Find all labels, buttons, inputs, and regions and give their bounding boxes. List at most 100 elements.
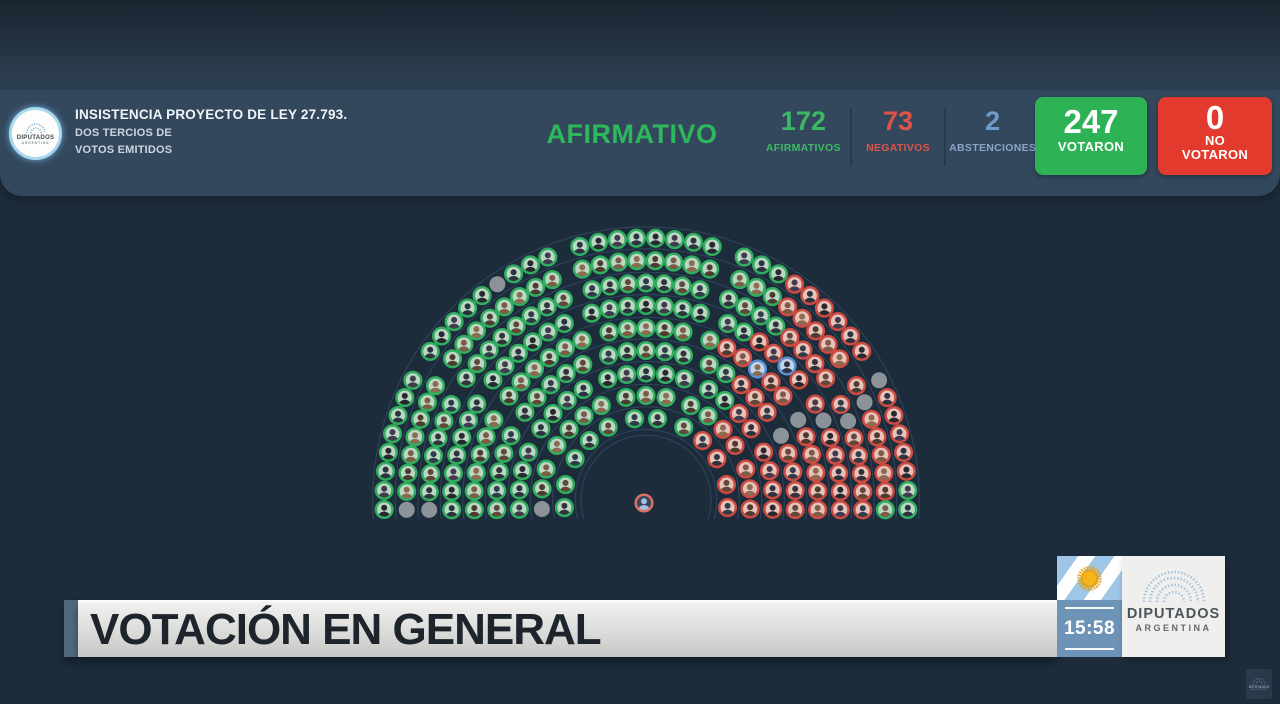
seat-negativo <box>889 424 910 444</box>
seat-afirmativo <box>673 322 693 342</box>
seat-afirmativo <box>419 482 439 502</box>
seat-afirmativo <box>442 481 462 502</box>
title-block: INSISTENCIA PROYECTO DE LEY 27.793. DOS … <box>75 107 495 156</box>
seat-afirmativo <box>715 390 735 410</box>
seat-afirmativo <box>636 295 656 316</box>
seat-afirmativo <box>559 419 579 439</box>
seat-afirmativo <box>382 424 403 444</box>
seat-afirmativo <box>447 445 467 465</box>
seat-ausente <box>398 501 415 518</box>
seat-afirmativo <box>654 274 674 294</box>
seat-afirmativo <box>702 236 722 257</box>
hemicycle-emblem-icon <box>1142 570 1205 603</box>
seat-negativo <box>785 274 805 294</box>
seat-afirmativo <box>647 409 668 429</box>
seat-ausente <box>421 501 438 518</box>
seat-negativo <box>741 419 761 439</box>
clock-box: 15:58 <box>1057 600 1122 657</box>
seat-negativo <box>852 341 872 361</box>
seat-afirmativo <box>494 443 514 463</box>
seat-afirmativo <box>599 299 620 319</box>
no-votaron-box: 0 NO VOTARON <box>1158 97 1272 175</box>
seat-afirmativo <box>492 327 512 348</box>
seat-negativo <box>718 498 738 518</box>
seat-afirmativo <box>573 379 593 400</box>
afirmativos-count: 172 <box>780 106 826 136</box>
logo-line1: DIPUTADOS <box>16 134 55 141</box>
seat-afirmativo <box>536 459 556 479</box>
seat-afirmativo <box>700 330 720 350</box>
seat-afirmativo <box>599 322 619 342</box>
seat-afirmativo <box>466 463 486 483</box>
seat-negativo <box>846 376 867 396</box>
seat-negativo <box>802 444 822 464</box>
seat-afirmativo <box>672 276 692 296</box>
seat-afirmativo <box>681 396 701 416</box>
seat-afirmativo <box>480 308 500 328</box>
seat-afirmativo <box>524 359 545 379</box>
seat-afirmativo <box>718 313 738 334</box>
seat-afirmativo <box>510 287 530 307</box>
seat-afirmativo <box>405 427 425 447</box>
seat-afirmativo <box>875 500 895 520</box>
seat-negativo <box>871 445 891 465</box>
negativos-count: 73 <box>882 106 914 136</box>
seat-afirmativo <box>458 410 479 431</box>
seat-negativo <box>736 459 756 479</box>
seat-afirmativo <box>898 499 918 520</box>
seat-afirmativo <box>752 255 772 275</box>
seat-ausente <box>773 427 789 444</box>
seat-afirmativo <box>588 232 609 252</box>
seat-afirmativo <box>636 340 656 361</box>
seat-afirmativo <box>494 297 514 317</box>
seat-afirmativo <box>636 385 656 406</box>
seat-afirmativo <box>654 296 674 316</box>
seat-afirmativo <box>487 500 507 520</box>
seat-negativo <box>789 370 809 390</box>
seat-negativo <box>831 394 851 415</box>
seat-afirmativo <box>766 316 786 336</box>
seat-negativo <box>874 463 894 483</box>
seat-negativo <box>749 332 769 352</box>
seat-negativo <box>806 321 826 341</box>
seat-ausente <box>840 413 857 430</box>
seat-afirmativo <box>425 376 446 396</box>
seat-afirmativo <box>672 299 693 319</box>
seat-afirmativo <box>590 255 610 275</box>
seat-afirmativo <box>512 461 532 481</box>
seat-afirmativo <box>655 342 675 362</box>
seat-negativo <box>731 375 751 395</box>
seat-afirmativo <box>608 252 628 272</box>
divider <box>944 108 947 166</box>
seat-afirmativo <box>538 322 558 342</box>
seat-afirmativo <box>618 274 638 294</box>
seat-afirmativo <box>467 394 487 414</box>
seat-presidencia <box>634 493 654 513</box>
seat-afirmativo <box>699 354 719 375</box>
seat-negativo <box>861 409 882 429</box>
diputados-brand-box: DIPUTADOS ARGENTINA <box>1122 556 1225 657</box>
seat-afirmativo <box>591 396 611 416</box>
seat-negativo <box>814 298 834 318</box>
seat-negativo <box>806 463 826 483</box>
watermark-line1: DIPUTADOS <box>1248 685 1270 689</box>
seat-negativo <box>729 404 749 424</box>
seat-negativo <box>780 327 800 348</box>
seat-afirmativo <box>674 369 694 389</box>
seat-afirmativo <box>521 306 541 326</box>
argentina-flag <box>1057 556 1122 600</box>
seat-afirmativo <box>555 475 576 495</box>
seat-afirmativo <box>518 442 538 462</box>
seat-afirmativo <box>454 334 474 354</box>
diputados-logo-badge: DIPUTADOS ARGENTINA <box>9 107 62 160</box>
seat-negativo <box>828 312 848 332</box>
seat-afirmativo <box>735 297 755 317</box>
votaron-label: VOTARON <box>1057 139 1125 154</box>
seat-afirmativo <box>746 277 766 297</box>
lower-third-banner: VOTACIÓN EN GENERAL <box>78 600 1057 657</box>
seat-negativo <box>818 334 838 354</box>
seat-afirmativo <box>476 427 496 447</box>
seat-negativo <box>761 372 781 392</box>
stat-negativos: 73 NEGATIVOS <box>852 106 945 168</box>
seat-afirmativo <box>682 255 702 275</box>
